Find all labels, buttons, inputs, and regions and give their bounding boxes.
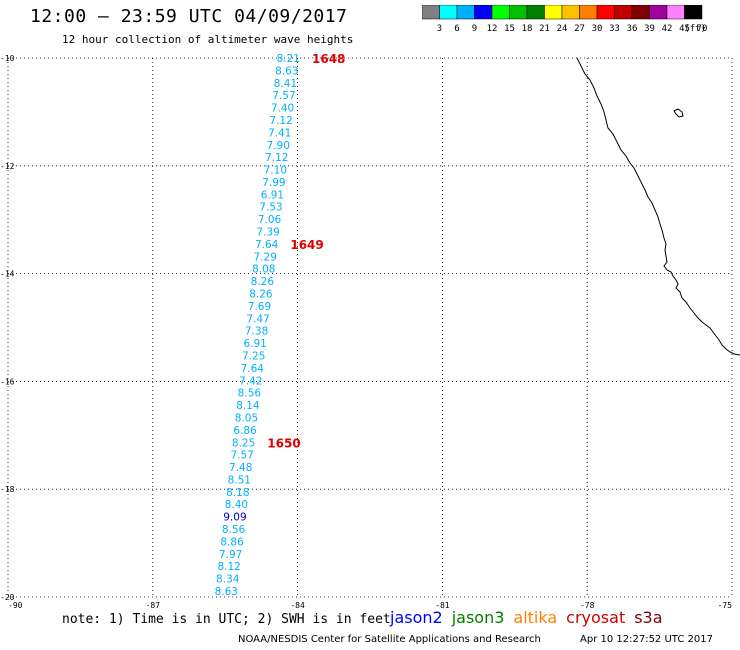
swh-value-label: 7.38 xyxy=(245,326,268,338)
legend-tick-label: 3 xyxy=(437,24,442,34)
swh-value-label: 8.56 xyxy=(238,388,262,400)
latitude-label: -16 xyxy=(0,377,15,386)
legend-tick-label: 33 xyxy=(609,24,620,34)
swh-value-label: 8.63 xyxy=(215,586,238,598)
swh-value-label: 8.25 xyxy=(232,437,255,449)
longitude-label: -75 xyxy=(718,601,733,610)
swh-value-label: 8.63 xyxy=(275,65,298,77)
legend-tick-label: 18 xyxy=(522,24,533,34)
swh-value-label: 8.26 xyxy=(251,276,275,288)
latitude-label: -14 xyxy=(0,270,15,279)
swh-value-label: 6.91 xyxy=(243,338,266,350)
swh-value-label: 7.41 xyxy=(268,127,291,139)
legend-tick-label: 36 xyxy=(627,24,638,34)
swh-value-label: 8.21 xyxy=(277,53,300,65)
legend-tick-label: 39 xyxy=(644,24,655,34)
swh-value-label: 6.86 xyxy=(233,425,257,437)
swh-value-label: 8.86 xyxy=(220,536,244,548)
swh-value-label: 7.29 xyxy=(254,251,277,263)
longitude-label: -81 xyxy=(435,601,450,610)
swh-value-label: 7.64 xyxy=(255,239,279,251)
swh-value-label: 7.97 xyxy=(219,549,242,561)
legend-tick-label: 24 xyxy=(557,24,568,34)
pass-number-label: 1648 xyxy=(312,52,345,66)
swh-value-label: 7.57 xyxy=(272,90,295,102)
small-island-outline xyxy=(673,108,684,118)
satellite-track: 8.218.638.417.577.407.127.417.907.127.10… xyxy=(215,52,346,598)
south-america-coastline xyxy=(576,57,740,356)
swh-value-label: 7.69 xyxy=(248,301,271,313)
legend-unit: (ft) xyxy=(684,24,706,34)
swh-value-label: 7.57 xyxy=(230,450,253,462)
swh-value-label: 7.42 xyxy=(239,375,262,387)
swh-value-label: 8.34 xyxy=(216,574,240,586)
satellite-legend: jason2 jason3 altika cryosat s3a xyxy=(390,608,672,627)
swh-value-label: 8.18 xyxy=(226,487,249,499)
swh-value-label: 7.40 xyxy=(271,103,294,115)
coastline xyxy=(576,57,740,356)
swh-value-label: 7.99 xyxy=(262,177,285,189)
satellite-name-jason3: jason3 xyxy=(451,608,505,627)
footnote: note: 1) Time is in UTC; 2) SWH is in fe… xyxy=(62,612,391,627)
legend-swatch xyxy=(684,5,703,20)
swh-value-label: 7.12 xyxy=(269,115,292,127)
credit-line: NOAA/NESDIS Center for Satellite Applica… xyxy=(238,634,541,645)
legend-tick-label: 9 xyxy=(472,24,477,34)
pass-number-label: 1649 xyxy=(290,238,323,252)
map-grid xyxy=(7,57,733,598)
longitude-label: -87 xyxy=(146,601,161,610)
longitude-label: -84 xyxy=(290,601,305,610)
latitude-label: -12 xyxy=(0,162,15,171)
satellite-name-cryosat: cryosat xyxy=(566,608,626,627)
satellite-name-s3a: s3a xyxy=(634,608,663,627)
legend-tick-label: 27 xyxy=(574,24,585,34)
swh-value-label: 7.90 xyxy=(267,140,290,152)
swh-value-label: 8.14 xyxy=(236,400,260,412)
swh-value-label: 9.09 xyxy=(223,512,246,524)
legend-tick-label: 21 xyxy=(539,24,550,34)
latitude-label: -18 xyxy=(0,485,15,494)
swh-value-label: 7.12 xyxy=(265,152,288,164)
map-title: 12:00 — 23:59 UTC 04/09/2017 xyxy=(30,6,348,27)
legend-tick-label: 70 xyxy=(697,24,708,34)
latitude-label: -10 xyxy=(0,54,15,63)
swh-value-label: 8.51 xyxy=(228,474,251,486)
latitude-label: -20 xyxy=(0,593,15,602)
color-scale-legend: 3 6 9 12 15 18 21 24 27 30 33 36 39 42 45 70(ft) xyxy=(422,5,708,34)
swh-value-label: 8.40 xyxy=(225,499,248,511)
swh-value-label: 8.41 xyxy=(274,78,297,90)
legend-tick-label: 6 xyxy=(454,24,459,34)
swh-value-label: 7.10 xyxy=(264,165,287,177)
swh-value-label: 6.91 xyxy=(261,189,284,201)
swh-value-label: 8.12 xyxy=(217,561,240,573)
legend-tick-label: 12 xyxy=(487,24,498,34)
swh-value-label: 8.26 xyxy=(249,289,273,301)
satellite-name-jason2: jason2 xyxy=(390,608,443,627)
swh-value-label: 8.56 xyxy=(222,524,246,536)
pass-number-label: 1650 xyxy=(267,436,300,450)
swh-value-label: 7.39 xyxy=(256,227,279,239)
swh-value-label: 7.06 xyxy=(258,214,282,226)
swh-value-label: 8.05 xyxy=(235,412,258,424)
swh-value-label: 7.48 xyxy=(229,462,252,474)
swh-value-label: 7.25 xyxy=(242,350,265,362)
map-subtitle: 12 hour collection of altimeter wave hei… xyxy=(62,33,354,46)
legend-tick-label: 15 xyxy=(504,24,515,34)
legend-tick-label: 42 xyxy=(662,24,673,34)
longitude-label: -78 xyxy=(580,601,595,610)
longitude-label: -90 xyxy=(8,601,23,610)
swh-value-label: 7.53 xyxy=(259,202,282,214)
swh-value-label: 7.64 xyxy=(241,363,265,375)
legend-tick-label: 45 xyxy=(679,24,690,34)
satellite-name-altika: altika xyxy=(513,608,558,627)
legend-tick-label: 30 xyxy=(592,24,603,34)
map-axes: -10 -12 -14 -16 -18 -20-90 -87 -84 -81 -78 -75 xyxy=(0,54,732,610)
swh-value-label: 7.47 xyxy=(246,313,269,325)
swh-value-label: 8.08 xyxy=(252,264,275,276)
generated-timestamp: Apr 10 12:27:52 UTC 2017 xyxy=(580,634,713,645)
